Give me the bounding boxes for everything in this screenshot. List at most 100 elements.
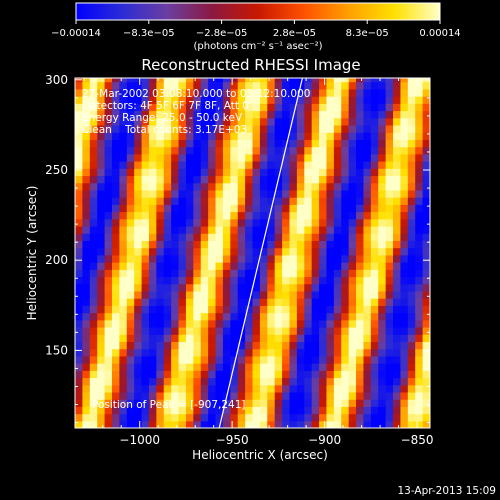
heatmap-cell xyxy=(185,391,194,400)
heatmap-cell xyxy=(282,103,291,112)
heatmap-cell xyxy=(289,240,298,249)
heatmap-cell xyxy=(282,377,291,386)
heatmap-cell xyxy=(259,341,268,350)
heatmap-cell xyxy=(208,254,217,263)
heatmap-cell xyxy=(400,160,409,169)
heatmap-cell xyxy=(89,81,98,90)
heatmap-cell xyxy=(356,247,365,256)
heatmap-cell xyxy=(200,341,209,350)
heatmap-cell xyxy=(407,341,416,350)
heatmap-cell xyxy=(215,312,224,321)
heatmap-cell xyxy=(141,269,150,278)
heatmap-cell xyxy=(245,341,254,350)
heatmap-cell xyxy=(89,189,98,198)
heatmap-cell xyxy=(163,225,172,234)
heatmap-cell xyxy=(141,88,150,97)
heatmap-cell xyxy=(311,204,320,213)
heatmap-cell xyxy=(185,247,194,256)
heatmap-cell xyxy=(348,233,357,241)
heatmap-cell xyxy=(267,117,276,126)
heatmap-cell xyxy=(311,78,320,83)
heatmap-cell xyxy=(304,175,313,184)
heatmap-cell xyxy=(200,233,209,241)
heatmap-cell xyxy=(252,305,261,314)
heatmap-cell xyxy=(363,88,372,97)
heatmap-cell xyxy=(104,168,113,177)
heatmap-cell xyxy=(363,269,372,278)
heatmap-cell xyxy=(156,103,165,112)
heatmap-cell xyxy=(304,160,313,169)
heatmap-cell xyxy=(267,182,276,191)
heatmap-cell xyxy=(245,247,254,256)
heatmap-cell xyxy=(311,175,320,184)
heatmap-cell xyxy=(370,78,379,83)
heatmap-cell xyxy=(385,218,394,227)
heatmap-cell xyxy=(104,103,113,112)
heatmap-cell xyxy=(363,117,372,126)
heatmap-cell xyxy=(252,384,261,393)
heatmap-cell xyxy=(282,355,291,364)
heatmap-cell xyxy=(407,96,416,104)
x-tick-label: −850 xyxy=(401,433,434,447)
heatmap-cell xyxy=(326,355,335,364)
heatmap-cell xyxy=(333,413,342,422)
heatmap-cell xyxy=(111,305,120,314)
heatmap-cell xyxy=(111,384,120,393)
heatmap-cell xyxy=(208,319,217,328)
heatmap-cell xyxy=(82,298,91,306)
heatmap-cell xyxy=(282,110,291,119)
heatmap-cell xyxy=(126,240,135,249)
heatmap-cell xyxy=(296,420,305,428)
heatmap-cell xyxy=(82,406,91,415)
heatmap-cell xyxy=(208,341,217,350)
heatmap-cell xyxy=(400,197,409,205)
heatmap-cell xyxy=(289,312,298,321)
heatmap-cell xyxy=(393,78,402,83)
heatmap-cell xyxy=(348,211,357,220)
heatmap-cell xyxy=(89,254,98,263)
heatmap-cell xyxy=(259,189,268,198)
heatmap-cell xyxy=(208,81,217,90)
heatmap-cell xyxy=(363,305,372,314)
heatmap-cell xyxy=(200,348,209,357)
heatmap-cell xyxy=(82,211,91,220)
heatmap-cell xyxy=(178,348,187,357)
heatmap-cell xyxy=(245,204,254,213)
heatmap-cell xyxy=(370,391,379,400)
heatmap-cell xyxy=(341,247,350,256)
heatmap-cell xyxy=(193,168,202,177)
heatmap-cell xyxy=(97,305,106,314)
heatmap-cell xyxy=(134,384,143,393)
heatmap-cell xyxy=(333,153,342,162)
heatmap-cell xyxy=(311,247,320,256)
heatmap-cell xyxy=(341,391,350,400)
heatmap-cell xyxy=(82,225,91,234)
heatmap-cell xyxy=(141,370,150,379)
heatmap-cell xyxy=(422,153,430,162)
heatmap-cell xyxy=(126,175,135,184)
heatmap-cell xyxy=(311,276,320,285)
heatmap-cell xyxy=(274,124,283,133)
heatmap-cell xyxy=(89,146,98,155)
heatmap-cell xyxy=(259,276,268,285)
heatmap-cell xyxy=(185,319,194,328)
heatmap-cell xyxy=(104,189,113,198)
heatmap-cell xyxy=(111,348,120,357)
heatmap-cell xyxy=(385,78,394,83)
heatmap-cell xyxy=(259,370,268,379)
heatmap-cell xyxy=(141,348,150,357)
heatmap-cell xyxy=(393,290,402,299)
heatmap-cell xyxy=(245,132,254,140)
heatmap-cell xyxy=(208,290,217,299)
heatmap-cell xyxy=(267,132,276,140)
heatmap-cell xyxy=(356,175,365,184)
heatmap-cell xyxy=(356,319,365,328)
heatmap-cell xyxy=(111,290,120,299)
heatmap-cell xyxy=(267,319,276,328)
heatmap-cell xyxy=(208,160,217,169)
heatmap-cell xyxy=(400,355,409,364)
heatmap-cell xyxy=(119,247,128,256)
heatmap-cell xyxy=(126,355,135,364)
heatmap-cell xyxy=(237,103,246,112)
heatmap-cell xyxy=(215,290,224,299)
